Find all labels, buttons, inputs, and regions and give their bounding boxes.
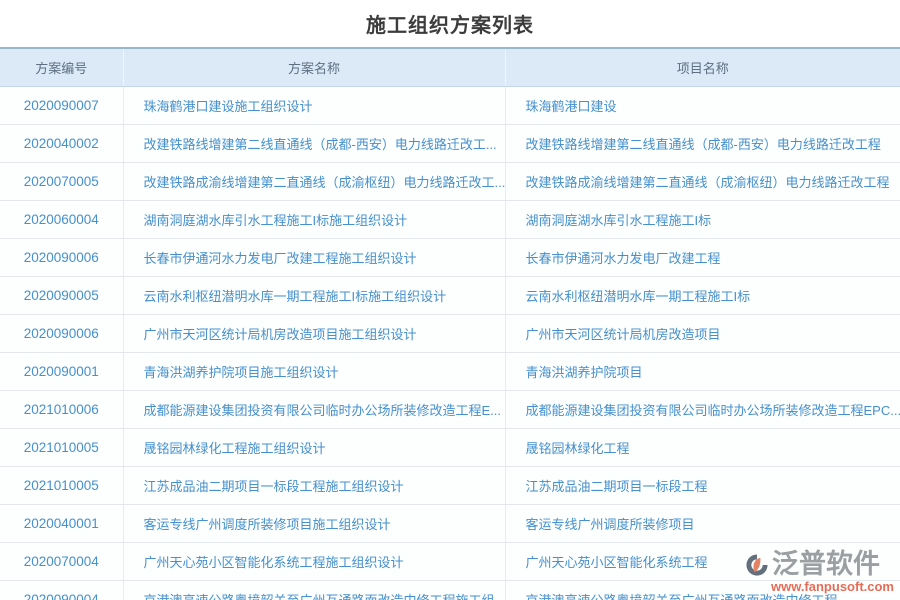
plan-name-cell[interactable]: 改建铁路线增建第二线直通线（成都-西安）电力线路迁改工... xyxy=(122,124,505,163)
plan-name-cell[interactable]: 江苏成品油二期项目一标段工程施工组织设计 xyxy=(122,466,505,505)
project-name-cell[interactable]: 改建铁路成渝线增建第二直通线（成渝枢纽）电力线路迁改工程 xyxy=(504,162,900,201)
plan-table: 方案编号 方案名称 项目名称 2020090007 珠海鹤港口建设施工组织设计 … xyxy=(0,47,900,600)
plan-number-cell[interactable]: 2020090004 xyxy=(0,580,123,600)
plan-name-cell[interactable]: 广州天心苑小区智能化系统工程施工组织设计 xyxy=(122,542,505,581)
plan-number-cell[interactable]: 2020060004 xyxy=(0,200,123,239)
plan-name-cell[interactable]: 客运专线广州调度所装修项目施工组织设计 xyxy=(122,504,505,543)
plan-name-cell[interactable]: 青海洪湖养护院项目施工组织设计 xyxy=(122,352,505,391)
project-name-cell[interactable]: 晟铭园林绿化工程 xyxy=(504,428,900,467)
project-name-cell[interactable]: 京港澳高速公路粤境韶关至广州互通路面改造中修工程 xyxy=(504,580,900,600)
table-row: 2020090004 京港澳高速公路粤境韶关至广州互通路面改造中修工程施工组..… xyxy=(0,580,900,600)
plan-number-cell[interactable]: 2020090007 xyxy=(0,86,123,125)
plan-number-cell[interactable]: 2020090005 xyxy=(0,276,123,315)
project-name-cell[interactable]: 客运专线广州调度所装修项目 xyxy=(504,504,900,543)
table-row: 2020090005 云南水利枢纽潜明水库一期工程施工I标施工组织设计 云南水利… xyxy=(0,276,900,315)
plan-name-cell[interactable]: 改建铁路成渝线增建第二直通线（成渝枢纽）电力线路迁改工... xyxy=(122,162,505,201)
project-name-cell[interactable]: 成都能源建设集团投资有限公司临时办公场所装修改造工程EPC... xyxy=(504,390,900,429)
table-row: 2020040002 改建铁路线增建第二线直通线（成都-西安）电力线路迁改工..… xyxy=(0,124,900,163)
project-name-cell[interactable]: 广州市天河区统计局机房改造项目 xyxy=(504,314,900,353)
table-row: 2020090007 珠海鹤港口建设施工组织设计 珠海鹤港口建设 xyxy=(0,86,900,125)
plan-name-cell[interactable]: 京港澳高速公路粤境韶关至广州互通路面改造中修工程施工组... xyxy=(122,580,505,600)
plan-number-cell[interactable]: 2020090006 xyxy=(0,238,123,277)
plan-number-cell[interactable]: 2020040001 xyxy=(0,504,123,543)
plan-name-cell[interactable]: 云南水利枢纽潜明水库一期工程施工I标施工组织设计 xyxy=(122,276,505,315)
project-name-cell[interactable]: 江苏成品油二期项目一标段工程 xyxy=(504,466,900,505)
table-row: 2020040001 客运专线广州调度所装修项目施工组织设计 客运专线广州调度所… xyxy=(0,504,900,543)
project-name-cell[interactable]: 珠海鹤港口建设 xyxy=(504,86,900,125)
project-name-cell[interactable]: 云南水利枢纽潜明水库一期工程施工I标 xyxy=(504,276,900,315)
plan-number-cell[interactable]: 2021010005 xyxy=(0,466,123,505)
plan-name-cell[interactable]: 成都能源建设集团投资有限公司临时办公场所装修改造工程E... xyxy=(122,390,505,429)
project-name-cell[interactable]: 长春市伊通河水力发电厂改建工程 xyxy=(504,238,900,277)
project-name-cell[interactable]: 改建铁路线增建第二线直通线（成都-西安）电力线路迁改工程 xyxy=(504,124,900,163)
table-row: 2020060004 湖南洞庭湖水库引水工程施工I标施工组织设计 湖南洞庭湖水库… xyxy=(0,200,900,239)
plan-name-cell[interactable]: 湖南洞庭湖水库引水工程施工I标施工组织设计 xyxy=(122,200,505,239)
plan-name-cell[interactable]: 广州市天河区统计局机房改造项目施工组织设计 xyxy=(122,314,505,353)
plan-number-cell[interactable]: 2021010005 xyxy=(0,428,123,467)
column-header-project-name: 项目名称 xyxy=(504,47,900,87)
table-body: 2020090007 珠海鹤港口建设施工组织设计 珠海鹤港口建设 2020040… xyxy=(0,86,900,600)
table-row: 2020090006 广州市天河区统计局机房改造项目施工组织设计 广州市天河区统… xyxy=(0,314,900,353)
column-header-plan-name: 方案名称 xyxy=(122,47,505,87)
plan-number-cell[interactable]: 2020070005 xyxy=(0,162,123,201)
page-title: 施工组织方案列表 xyxy=(366,15,534,37)
plan-number-cell[interactable]: 2020070004 xyxy=(0,542,123,581)
table-row: 2020090001 青海洪湖养护院项目施工组织设计 青海洪湖养护院项目 xyxy=(0,352,900,391)
table-row: 2020070005 改建铁路成渝线增建第二直通线（成渝枢纽）电力线路迁改工..… xyxy=(0,162,900,201)
column-header-plan-number: 方案编号 xyxy=(0,47,123,87)
table-header: 方案编号 方案名称 项目名称 xyxy=(0,47,900,87)
project-name-cell[interactable]: 湖南洞庭湖水库引水工程施工I标 xyxy=(504,200,900,239)
plan-number-cell[interactable]: 2020090006 xyxy=(0,314,123,353)
plan-number-cell[interactable]: 2020040002 xyxy=(0,124,123,163)
table-row: 2020070004 广州天心苑小区智能化系统工程施工组织设计 广州天心苑小区智… xyxy=(0,542,900,581)
table-row: 2021010006 成都能源建设集团投资有限公司临时办公场所装修改造工程E..… xyxy=(0,390,900,429)
project-name-cell[interactable]: 青海洪湖养护院项目 xyxy=(504,352,900,391)
plan-name-cell[interactable]: 珠海鹤港口建设施工组织设计 xyxy=(122,86,505,125)
plan-name-cell[interactable]: 长春市伊通河水力发电厂改建工程施工组织设计 xyxy=(122,238,505,277)
table-header-row: 方案编号 方案名称 项目名称 xyxy=(0,47,900,87)
title-bar: 施工组织方案列表 xyxy=(0,0,900,47)
table-row: 2021010005 晟铭园林绿化工程施工组织设计 晟铭园林绿化工程 xyxy=(0,428,900,467)
table-row: 2021010005 江苏成品油二期项目一标段工程施工组织设计 江苏成品油二期项… xyxy=(0,466,900,505)
table-row: 2020090006 长春市伊通河水力发电厂改建工程施工组织设计 长春市伊通河水… xyxy=(0,238,900,277)
plan-name-cell[interactable]: 晟铭园林绿化工程施工组织设计 xyxy=(122,428,505,467)
plan-number-cell[interactable]: 2021010006 xyxy=(0,390,123,429)
plan-number-cell[interactable]: 2020090001 xyxy=(0,352,123,391)
project-name-cell[interactable]: 广州天心苑小区智能化系统工程 xyxy=(504,542,900,581)
